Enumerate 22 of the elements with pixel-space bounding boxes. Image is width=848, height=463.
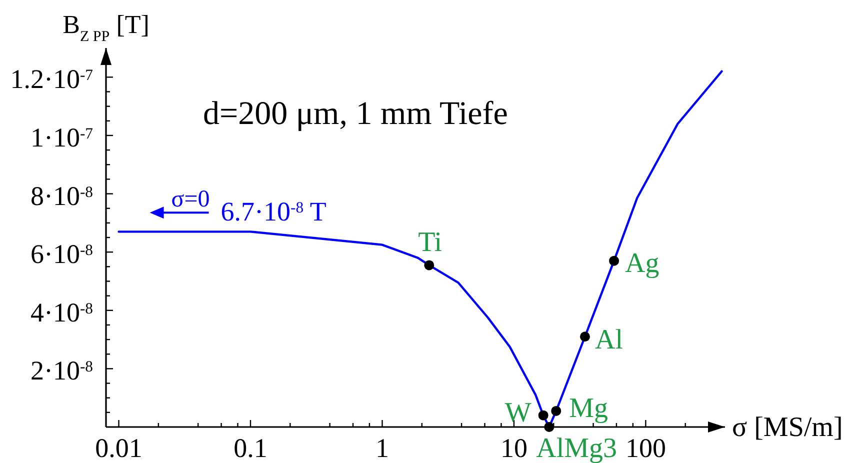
annotation: Mg [569,392,608,424]
x-tick-label: 100 [625,433,666,463]
x-tick-label: 0.01 [95,433,142,463]
x-axis-title: σ [MS/m] [732,412,843,443]
annotation: 6.7·10$^{-8}$ T [220,196,327,227]
annotation: AlMg3 [536,433,618,463]
y-tick-label: 1·10$^{-7}$ [30,122,94,152]
annotation: σ=0 [171,186,210,213]
y-tick-label: 6·10$^{-8}$ [30,239,94,270]
x-tick-label: 0.1 [234,433,268,463]
y-tick-label: 8·10$^{-8}$ [30,180,94,211]
y-tick-label: 2·10$^{-8}$ [30,356,94,386]
annotation: W [504,397,532,428]
y-tick-label: 1.2·10$^{-7}$ [10,64,94,94]
x-tick-label: 10 [500,433,528,463]
y-tick-label: 4·10$^{-8}$ [30,297,94,328]
text: d=200 μm, 1 mm Tiefe [203,96,508,132]
x-tick-label: 1 [375,433,389,463]
annotation: Al [594,324,624,356]
annotation: Ag [625,248,660,279]
y-axis-title: B$_{Z PP}$ [T] [62,10,150,45]
annotation: Ti [418,227,442,258]
